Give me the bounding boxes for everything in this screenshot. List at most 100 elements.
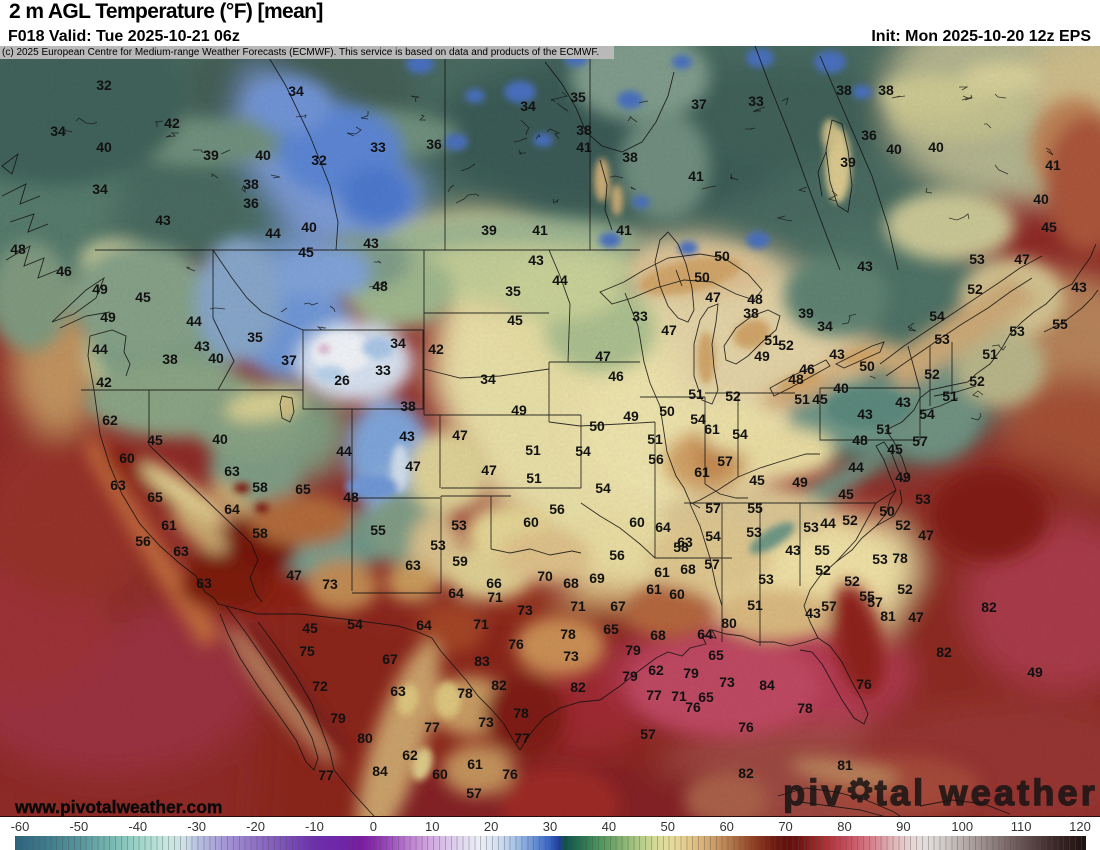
svg-text:81: 81 (880, 608, 896, 624)
svg-text:63: 63 (224, 463, 240, 479)
svg-text:47: 47 (405, 458, 421, 474)
svg-text:34: 34 (288, 83, 304, 99)
svg-text:26: 26 (334, 372, 350, 388)
svg-text:44: 44 (265, 225, 281, 241)
svg-text:47: 47 (595, 348, 611, 364)
svg-text:54: 54 (919, 406, 935, 422)
svg-text:57: 57 (912, 433, 928, 449)
svg-text:60: 60 (119, 450, 135, 466)
svg-text:54: 54 (595, 480, 611, 496)
svg-text:53: 53 (746, 524, 762, 540)
svg-text:82: 82 (570, 679, 586, 695)
svg-text:65: 65 (603, 621, 619, 637)
svg-text:57: 57 (466, 785, 482, 801)
svg-text:52: 52 (895, 517, 911, 533)
svg-text:32: 32 (96, 77, 112, 93)
svg-text:73: 73 (478, 714, 494, 730)
svg-text:49: 49 (895, 469, 911, 485)
svg-text:71: 71 (473, 616, 489, 632)
svg-text:43: 43 (805, 605, 821, 621)
svg-text:43: 43 (1071, 279, 1087, 295)
svg-text:50: 50 (714, 248, 730, 264)
svg-text:36: 36 (243, 195, 259, 211)
svg-text:38: 38 (622, 149, 638, 165)
svg-text:53: 53 (969, 251, 985, 267)
svg-text:40: 40 (1033, 191, 1049, 207)
svg-text:40: 40 (212, 431, 228, 447)
svg-text:82: 82 (936, 644, 952, 660)
svg-text:34: 34 (92, 181, 108, 197)
svg-text:50: 50 (859, 358, 875, 374)
svg-text:63: 63 (196, 575, 212, 591)
svg-text:49: 49 (511, 402, 527, 418)
svg-text:66: 66 (486, 575, 502, 591)
svg-text:76: 76 (502, 766, 518, 782)
svg-text:35: 35 (505, 283, 521, 299)
svg-text:64: 64 (224, 501, 240, 517)
svg-text:43: 43 (155, 212, 171, 228)
svg-text:54: 54 (347, 616, 363, 632)
svg-text:56: 56 (648, 451, 664, 467)
svg-text:54: 54 (929, 308, 945, 324)
svg-text:49: 49 (792, 474, 808, 490)
svg-text:53: 53 (934, 331, 950, 347)
svg-text:76: 76 (685, 699, 701, 715)
svg-text:57: 57 (704, 556, 720, 572)
svg-text:73: 73 (719, 674, 735, 690)
svg-text:52: 52 (815, 562, 831, 578)
svg-text:46: 46 (608, 368, 624, 384)
svg-text:45: 45 (302, 620, 318, 636)
svg-text:63: 63 (677, 534, 693, 550)
svg-text:34: 34 (50, 123, 66, 139)
svg-text:51: 51 (764, 332, 780, 348)
svg-text:51: 51 (526, 470, 542, 486)
svg-text:48: 48 (372, 278, 388, 294)
svg-text:79: 79 (330, 710, 346, 726)
svg-text:56: 56 (549, 501, 565, 517)
svg-text:38: 38 (743, 305, 759, 321)
svg-text:42: 42 (428, 341, 444, 357)
svg-text:47: 47 (481, 462, 497, 478)
svg-text:39: 39 (203, 147, 219, 163)
svg-text:47: 47 (908, 609, 924, 625)
svg-text:52: 52 (967, 281, 983, 297)
svg-text:71: 71 (487, 589, 503, 605)
svg-text:57: 57 (821, 598, 837, 614)
svg-text:50: 50 (694, 269, 710, 285)
svg-text:52: 52 (844, 573, 860, 589)
svg-text:65: 65 (295, 481, 311, 497)
svg-text:37: 37 (691, 96, 707, 112)
svg-text:52: 52 (842, 512, 858, 528)
svg-text:53: 53 (803, 519, 819, 535)
svg-text:59: 59 (452, 553, 468, 569)
svg-text:45: 45 (298, 244, 314, 260)
svg-text:38: 38 (878, 82, 894, 98)
svg-text:43: 43 (399, 428, 415, 444)
svg-text:52: 52 (969, 373, 985, 389)
svg-text:51: 51 (794, 391, 810, 407)
svg-text:55: 55 (859, 588, 875, 604)
svg-text:77: 77 (318, 767, 334, 783)
svg-text:44: 44 (820, 515, 836, 531)
svg-text:40: 40 (928, 139, 944, 155)
svg-text:57: 57 (640, 726, 656, 742)
svg-text:49: 49 (92, 281, 108, 297)
svg-text:45: 45 (838, 486, 854, 502)
svg-text:34: 34 (817, 318, 833, 334)
svg-text:54: 54 (732, 426, 748, 442)
svg-text:36: 36 (861, 127, 877, 143)
svg-text:78: 78 (560, 626, 576, 642)
svg-text:47: 47 (286, 567, 302, 583)
svg-text:49: 49 (623, 408, 639, 424)
svg-text:61: 61 (704, 421, 720, 437)
svg-text:51: 51 (942, 388, 958, 404)
svg-text:54: 54 (690, 411, 706, 427)
svg-text:47: 47 (452, 427, 468, 443)
svg-text:42: 42 (96, 374, 112, 390)
svg-text:44: 44 (336, 443, 352, 459)
svg-text:43: 43 (895, 394, 911, 410)
svg-text:71: 71 (671, 688, 687, 704)
svg-text:82: 82 (491, 677, 507, 693)
svg-text:47: 47 (918, 527, 934, 543)
svg-text:46: 46 (799, 361, 815, 377)
